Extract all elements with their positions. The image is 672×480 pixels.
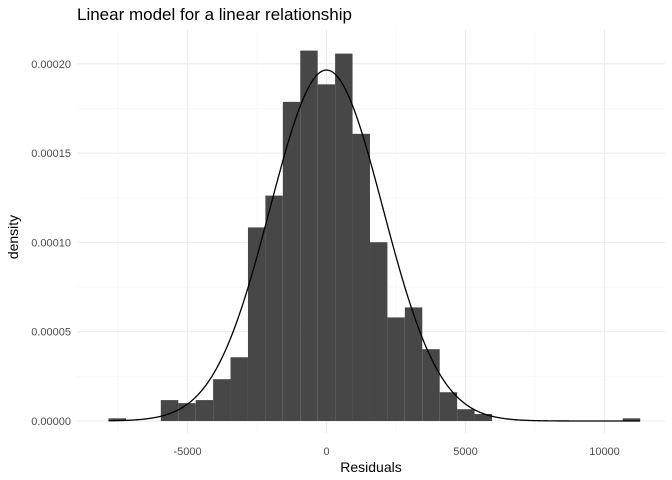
histogram-bar <box>178 403 196 421</box>
x-tick-label: 10000 <box>589 446 620 458</box>
x-tick-label: 0 <box>323 446 329 458</box>
histogram-bar <box>474 414 492 421</box>
histogram-bar <box>213 379 231 421</box>
histogram-bar <box>387 317 405 421</box>
y-tick-label: 0.00020 <box>31 59 71 71</box>
histogram-bar <box>439 392 458 421</box>
y-tick-label: 0.00005 <box>31 327 71 339</box>
histogram-bar <box>265 195 283 421</box>
histogram-bars <box>108 50 641 422</box>
histogram-bar <box>404 307 423 421</box>
density-curve <box>108 69 641 422</box>
y-axis-ticks: 0.00000 0.00005 0.00010 0.00015 0.00020 <box>31 59 71 428</box>
x-axis-ticks: -5000 0 5000 10000 <box>173 446 619 458</box>
histogram-bar <box>230 357 248 421</box>
y-axis-title: density <box>5 215 21 259</box>
histogram-bar <box>369 242 388 421</box>
y-tick-label: 0.00015 <box>31 148 71 160</box>
histogram-bar <box>300 50 318 422</box>
histogram-bar <box>352 133 370 421</box>
histogram-bar <box>108 418 126 421</box>
histogram-bar <box>335 53 353 421</box>
y-tick-label: 0.00010 <box>31 237 71 249</box>
x-tick-label: -5000 <box>173 446 201 458</box>
histogram-bar <box>457 409 475 421</box>
y-tick-label: 0.00000 <box>31 416 71 428</box>
x-tick-label: 5000 <box>453 446 477 458</box>
histogram-bar <box>422 349 440 421</box>
histogram-bar <box>317 84 336 422</box>
histogram-bar <box>622 418 641 421</box>
chart-title: Linear model for a linear relationship <box>77 5 352 24</box>
histogram-bar <box>282 101 301 421</box>
histogram-bar <box>195 400 214 421</box>
x-axis-title: Residuals <box>340 459 401 475</box>
histogram-bar <box>247 227 266 421</box>
